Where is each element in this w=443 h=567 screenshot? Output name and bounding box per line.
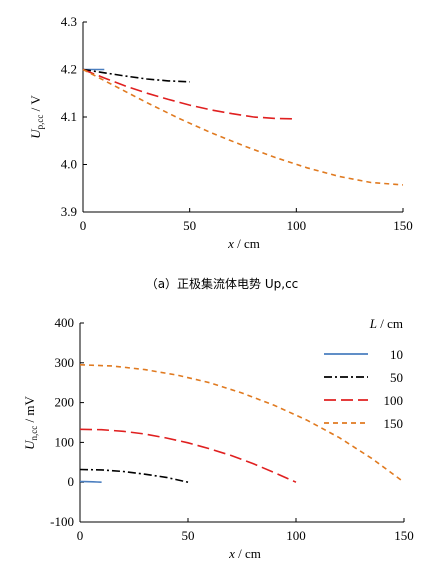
chart-b-series-L50: [79, 468, 189, 483]
chart-a-y-tick-label: 4.2: [61, 62, 77, 77]
chart-b-y-tick-label: 100: [55, 434, 75, 449]
chart-b-series-L100: [79, 428, 297, 483]
chart-b-x-tick-label: 0: [77, 528, 84, 543]
chart-a-x-tick-label: 150: [393, 218, 413, 233]
chart-b-legend: L / cm 10 50 100 150: [324, 316, 403, 431]
legend-label-10: 10: [390, 347, 403, 362]
chart-b-y-axis-label: Un,cc / mV: [22, 396, 39, 450]
chart-a-x-axis-label: x / cm: [227, 236, 260, 251]
legend-label-100: 100: [384, 393, 404, 408]
legend-label-150: 150: [384, 416, 404, 431]
chart-b-series-L150: [79, 364, 405, 483]
chart-b-x-tick-label: 100: [286, 528, 306, 543]
chart-b-y-tick-label: 200: [55, 395, 75, 410]
chart-b-y-tick-label: 300: [55, 355, 75, 370]
legend-label-50: 50: [390, 370, 403, 385]
chart-a-series: [82, 68, 404, 186]
chart-a-x-tick-label: 50: [183, 218, 196, 233]
chart-b-y-tick-label: 400: [55, 315, 75, 330]
chart-a-series-L50: [82, 68, 190, 83]
chart-a-y-tick-label: 4.0: [61, 157, 77, 172]
chart-a-y-tick-label: 3.9: [61, 204, 77, 219]
chart-b-x-tick-label: 150: [394, 528, 414, 543]
legend-title: L / cm: [369, 316, 403, 331]
chart-b-x-tick-label: 50: [182, 528, 195, 543]
chart-a-x-tick-label: 100: [287, 218, 307, 233]
chart-b-x-axis-label: x / cm: [228, 546, 261, 561]
chart-a-ticks: 0 50 100 150 3.9 4.0 4.1 4.2 4.3: [61, 14, 413, 233]
chart-a-y-tick-label: 4.3: [61, 14, 77, 29]
chart-a-y-axis-label: Up,cc / V: [28, 95, 45, 139]
chart-a-caption: （a）正极集流体电势 Up,cc: [146, 276, 299, 291]
chart-a: 0 50 100 150 3.9 4.0 4.1 4.2 4.3 x / cm Up,cc / …: [28, 14, 413, 291]
chart-a-series-L100: [82, 68, 297, 120]
chart-b-series: [79, 364, 405, 483]
chart-b-series-L10: [80, 480, 102, 483]
chart-b-y-tick-label: 0: [68, 474, 75, 489]
chart-a-series-L150: [82, 68, 404, 186]
chart-b-y-tick-label: -100: [50, 514, 74, 529]
chart-a-x-tick-label: 0: [80, 218, 87, 233]
chart-a-y-tick-label: 4.1: [61, 109, 77, 124]
